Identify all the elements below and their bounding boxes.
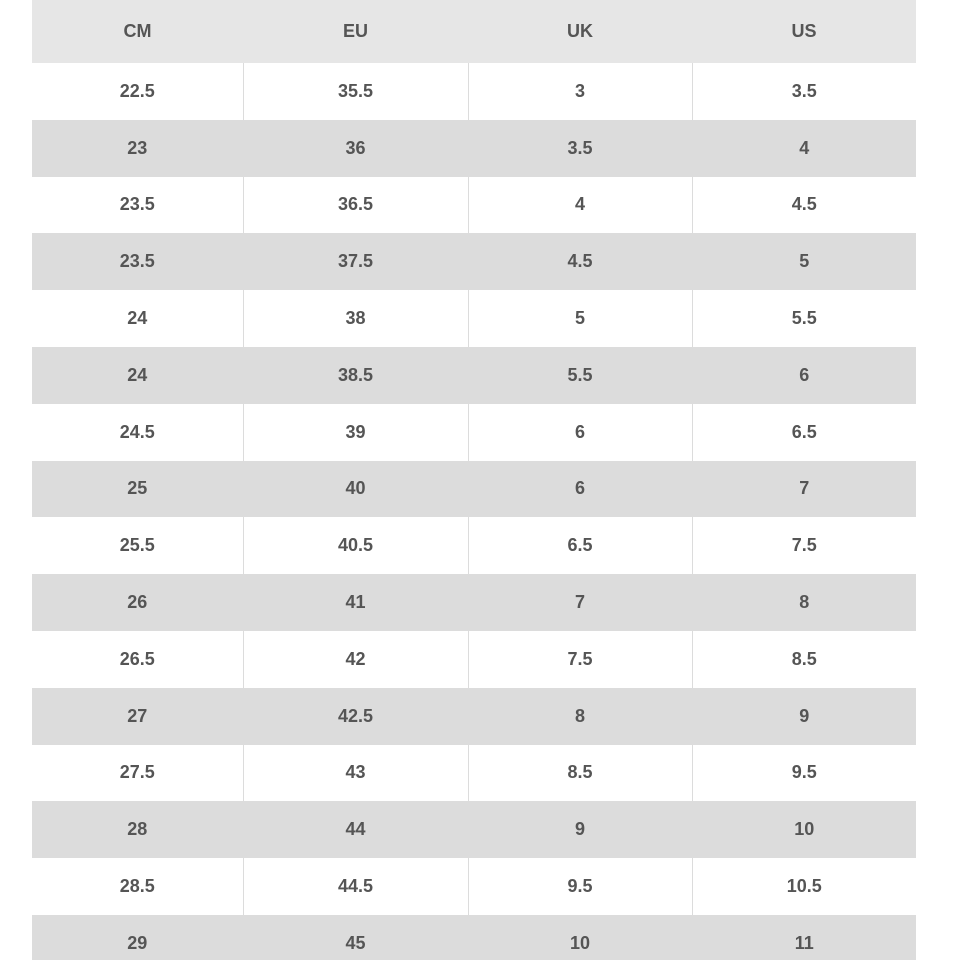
table-cell: 44 [242,801,468,859]
table-cell: 6 [467,460,692,518]
table-row: 25.5 40.5 6.5 7.5 [32,517,916,575]
table-cell: 36 [242,119,468,177]
table-cell: 23.5 [32,233,243,291]
table-cell: 7 [467,574,692,631]
table-cell: 8.5 [467,744,692,802]
header-cell: UK [468,0,692,63]
table-cell: 24.5 [32,403,243,461]
table-cell: 9 [467,801,692,859]
table-cell: 3.5 [467,119,692,177]
table-cell: 5 [467,290,692,347]
table-cell: 9 [691,687,916,745]
table-cell: 26.5 [32,630,243,688]
table-cell: 4 [691,119,916,177]
table-cell: 40 [242,460,468,518]
table-cell: 44.5 [242,858,468,915]
size-table: CM EU UK US 22.5 35.5 3 3.5 23 36 3.5 4 23.5 36.5 4 4.… [32,0,916,960]
table-cell: 6.5 [691,403,916,461]
table-cell: 7.5 [691,517,916,575]
table-cell: 26 [32,574,243,631]
header-cell: EU [243,0,468,63]
table-row: 28.5 44.5 9.5 10.5 [32,858,916,915]
table-cell: 10 [691,801,916,859]
table-cell: 7 [691,460,916,518]
table-row: 23.5 37.5 4.5 5 [32,233,916,291]
table-row: 24 38 5 5.5 [32,290,916,347]
table-cell: 8 [691,574,916,631]
table-cell: 4.5 [691,176,916,234]
table-cell: 27 [32,687,243,745]
table-cell: 35.5 [242,63,468,120]
table-cell: 10 [467,914,692,960]
table-cell: 27.5 [32,744,243,802]
table-cell: 6 [467,403,692,461]
table-cell: 29 [32,914,243,960]
table-cell: 25.5 [32,517,243,575]
table-cell: 25 [32,460,243,518]
table-cell: 36.5 [242,176,468,234]
table-cell: 5.5 [691,290,916,347]
table-cell: 28 [32,801,243,859]
table-row: 29 45 10 11 [32,914,916,960]
table-cell: 9.5 [467,858,692,915]
table-cell: 23.5 [32,176,243,234]
table-cell: 4 [467,176,692,234]
table-cell: 11 [691,914,916,960]
header-cell: CM [32,0,243,63]
table-row: 24.5 39 6 6.5 [32,403,916,461]
table-cell: 28.5 [32,858,243,915]
table-cell: 9.5 [691,744,916,802]
table-cell: 42.5 [242,687,468,745]
table-row: 23.5 36.5 4 4.5 [32,176,916,234]
table-row: 26 41 7 8 [32,574,916,631]
table-row: 28 44 9 10 [32,801,916,859]
table-cell: 22.5 [32,63,243,120]
table-cell: 40.5 [242,517,468,575]
table-cell: 8.5 [691,630,916,688]
table-row: 23 36 3.5 4 [32,119,916,177]
table-cell: 45 [242,914,468,960]
table-cell: 41 [242,574,468,631]
table-cell: 4.5 [467,233,692,291]
table-cell: 7.5 [467,630,692,688]
table-cell: 8 [467,687,692,745]
table-cell: 24 [32,346,243,404]
table-cell: 38.5 [242,346,468,404]
table-cell: 10.5 [691,858,916,915]
table-cell: 38 [242,290,468,347]
table-cell: 5 [691,233,916,291]
table-row: 22.5 35.5 3 3.5 [32,63,916,120]
table-cell: 39 [242,403,468,461]
table-cell: 5.5 [467,346,692,404]
table-cell: 43 [242,744,468,802]
table-row: 27.5 43 8.5 9.5 [32,744,916,802]
table-cell: 6.5 [467,517,692,575]
table-row: 24 38.5 5.5 6 [32,346,916,404]
table-cell: 3.5 [691,63,916,120]
table-row: 25 40 6 7 [32,460,916,518]
table-body: 22.5 35.5 3 3.5 23 36 3.5 4 23.5 36.5 4 4.5 23.5 37.5… [32,63,916,960]
table-cell: 6 [691,346,916,404]
table-cell: 3 [467,63,692,120]
table-cell: 37.5 [242,233,468,291]
header-cell: US [692,0,916,63]
table-cell: 24 [32,290,243,347]
table-cell: 23 [32,119,243,177]
table-cell: 42 [242,630,468,688]
header-row: CM EU UK US [32,0,916,63]
table-row: 26.5 42 7.5 8.5 [32,630,916,688]
table-row: 27 42.5 8 9 [32,687,916,745]
